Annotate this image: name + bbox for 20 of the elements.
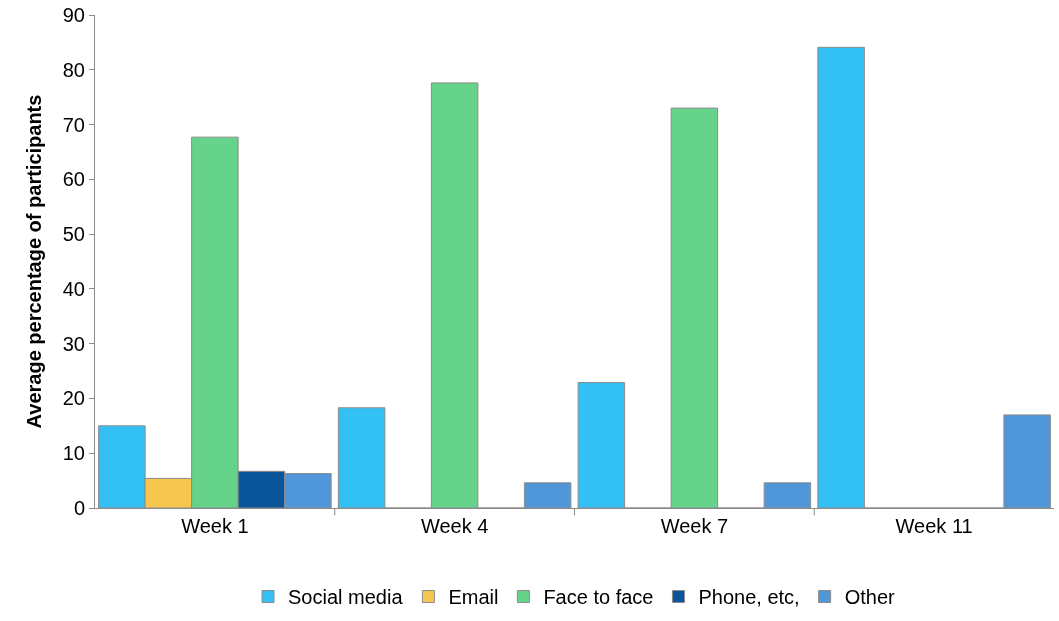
legend-label: Email	[448, 586, 499, 609]
legend-label: Other	[844, 586, 895, 609]
legend-label: Social media	[288, 586, 404, 609]
y-tick-label: 50	[62, 223, 85, 246]
y-tick-label: 60	[62, 168, 85, 191]
legend-label: Face to face	[543, 586, 654, 609]
x-tick-label: Week 11	[895, 515, 973, 537]
y-tick-label: 10	[62, 442, 85, 465]
x-tick-label: Week 4	[420, 515, 489, 537]
y-tick-label: 20	[62, 387, 85, 410]
y-tick-label: 80	[62, 58, 85, 81]
legend-label: Phone, etc,	[698, 586, 800, 609]
y-axis-title: Average percentage of participants	[23, 94, 46, 429]
y-tick-label: 0	[73, 497, 85, 519]
y-tick-label: 40	[62, 277, 85, 300]
x-tick-label: Week 7	[660, 515, 729, 537]
x-tick-label: Week 1	[181, 515, 249, 537]
y-tick-label: 90	[62, 4, 85, 26]
y-tick-label: 30	[62, 332, 85, 355]
y-tick-label: 70	[62, 113, 85, 136]
